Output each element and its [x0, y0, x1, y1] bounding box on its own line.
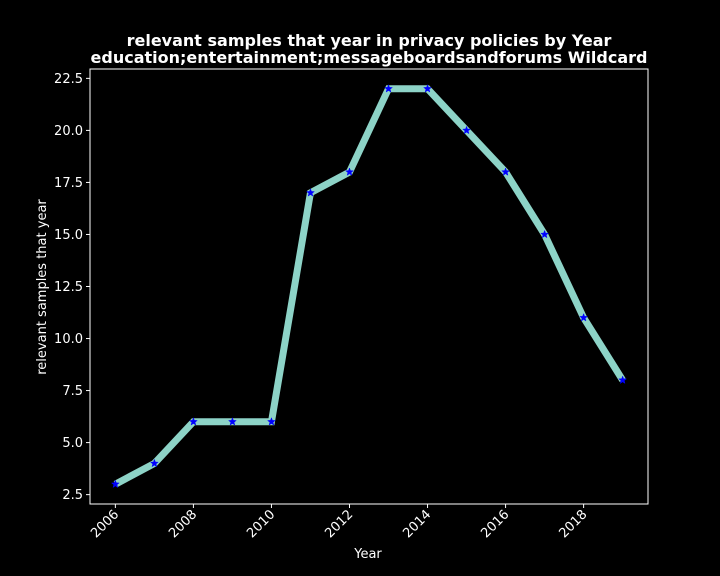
x-tick-label: 2018: [556, 507, 590, 541]
x-axis-label: Year: [353, 547, 382, 562]
y-tick-label: 5.0: [62, 436, 83, 451]
y-tick-label: 20.0: [54, 124, 83, 139]
x-tick-label: 2016: [478, 507, 512, 541]
y-tick-label: 17.5: [54, 176, 83, 191]
data-point: [227, 417, 237, 426]
y-tick-label: 7.5: [62, 384, 83, 399]
x-tick-label: 2012: [322, 507, 356, 541]
series-line: [113, 85, 626, 488]
data-point: [423, 84, 433, 93]
data-point: [501, 167, 511, 176]
x-tick-label: 2008: [166, 507, 200, 541]
y-axis-label: relevant samples that year: [35, 199, 50, 375]
data-point: [618, 375, 628, 384]
chart-title-line-2: education;entertainment;messageboardsand…: [91, 48, 648, 67]
plot-area: 2.5 5.0 7.5 10.0 12.5 15.0 17.5 20.0 22.5 2006 200…: [54, 68, 649, 541]
y-tick-label: 22.5: [54, 72, 83, 87]
data-point: [579, 313, 589, 322]
y-tick-label: 12.5: [54, 280, 83, 295]
data-point: [188, 417, 198, 426]
data-point: [540, 229, 550, 239]
data-point: [305, 188, 315, 197]
x-tick-label: 2010: [244, 507, 278, 541]
data-point: [345, 167, 354, 176]
data-point: [384, 84, 393, 93]
x-tick-label: 2014: [400, 507, 434, 541]
y-tick-label: 15.0: [54, 228, 83, 243]
data-point: [149, 458, 159, 468]
y-tick-label: 10.0: [54, 332, 83, 347]
chart-title-line-1: relevant samples that year in privacy po…: [127, 31, 612, 50]
data-point: [110, 479, 120, 489]
data-point: [462, 125, 472, 135]
data-point: [266, 417, 276, 426]
y-tick-label: 2.5: [62, 488, 83, 503]
x-tick-label: 2006: [88, 507, 122, 541]
